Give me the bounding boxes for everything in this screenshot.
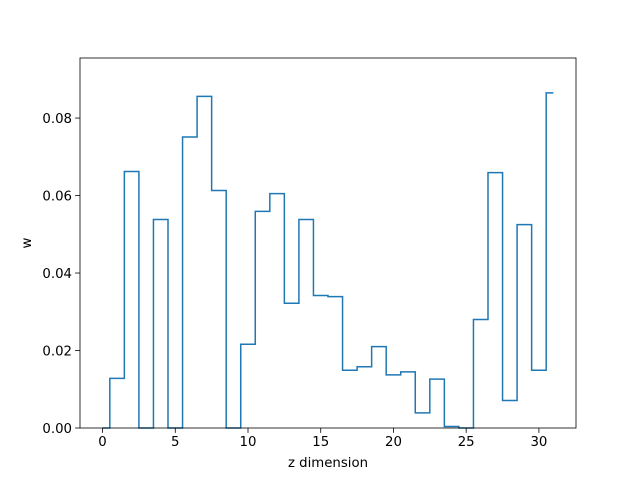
x-tick-label: 10 (240, 435, 257, 450)
x-tick-label: 25 (458, 435, 475, 450)
y-tick-label: 0.06 (42, 189, 72, 204)
y-tick-label: 0.00 (42, 422, 72, 437)
y-tick-label: 0.08 (42, 112, 72, 127)
x-tick-label: 30 (530, 435, 547, 450)
y-axis: 0.00 0.02 0.04 0.06 0.08 (42, 112, 80, 437)
x-axis: 0 5 10 15 20 25 30 (98, 428, 547, 450)
x-tick-label: 0 (98, 435, 106, 450)
x-tick-label: 20 (385, 435, 402, 450)
x-axis-label: z dimension (288, 456, 368, 471)
x-tick-label: 15 (312, 435, 329, 450)
y-tick-label: 0.02 (42, 344, 72, 359)
y-tick-label: 0.04 (42, 267, 72, 282)
y-axis-label: w (20, 237, 35, 248)
axes-frame (79, 57, 577, 429)
x-tick-label: 5 (171, 435, 179, 450)
